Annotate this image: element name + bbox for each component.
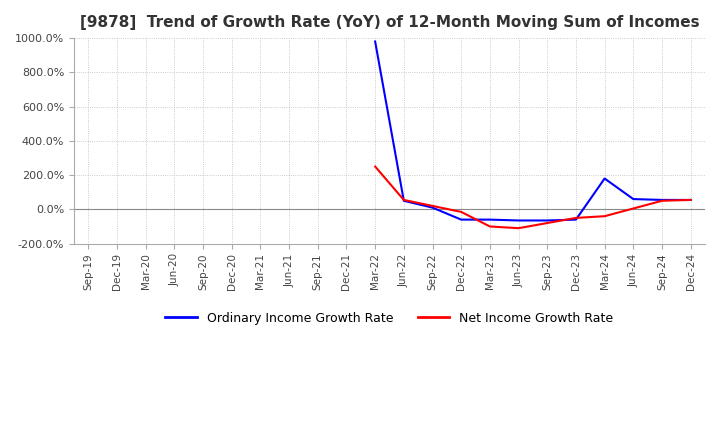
Legend: Ordinary Income Growth Rate, Net Income Growth Rate: Ordinary Income Growth Rate, Net Income … <box>161 307 618 330</box>
Title: [9878]  Trend of Growth Rate (YoY) of 12-Month Moving Sum of Incomes: [9878] Trend of Growth Rate (YoY) of 12-… <box>80 15 699 30</box>
